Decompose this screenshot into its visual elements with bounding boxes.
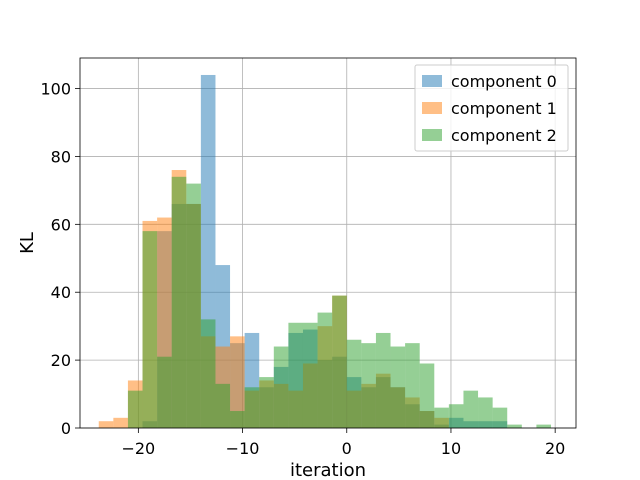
bar	[507, 424, 522, 428]
x-tick-label: −20	[121, 439, 155, 458]
bar	[230, 411, 245, 428]
y-tick-label: 0	[61, 419, 71, 438]
y-tick-label: 60	[51, 215, 71, 234]
x-tick-label: 0	[342, 439, 352, 458]
bar	[259, 377, 274, 428]
bar	[171, 176, 187, 428]
bar	[230, 336, 245, 428]
bar	[98, 421, 114, 428]
legend-entry: component 1	[451, 99, 557, 118]
bar	[302, 322, 318, 428]
legend-swatch	[422, 102, 442, 114]
y-axis-label: KL	[17, 232, 38, 254]
y-tick-label: 20	[51, 351, 71, 370]
bar	[142, 231, 158, 428]
bar	[113, 417, 128, 428]
legend-box	[414, 64, 569, 152]
bar	[375, 332, 391, 428]
bar	[434, 407, 449, 428]
bar	[200, 319, 216, 428]
bar	[273, 346, 289, 428]
bar	[536, 424, 551, 428]
bar	[244, 387, 260, 428]
bar	[215, 383, 231, 428]
bar	[478, 397, 493, 428]
bar	[361, 343, 376, 428]
x-tick-label: 10	[441, 439, 461, 458]
legend-swatch	[422, 75, 442, 87]
bar	[463, 390, 479, 428]
y-tick-label: 40	[51, 283, 71, 302]
legend-entry: component 0	[451, 72, 557, 91]
bar	[492, 407, 508, 428]
bar	[332, 295, 347, 428]
axis-ticks: −20 −10 0 10 20 0 20 40 60 80 100	[40, 80, 565, 458]
bar	[390, 346, 406, 428]
bar	[346, 339, 362, 428]
bar	[288, 322, 303, 428]
y-tick-label: 80	[51, 147, 71, 166]
bar	[317, 312, 333, 428]
legend: component 0 component 1 component 2	[414, 64, 569, 152]
legend-entry: component 2	[451, 126, 557, 145]
bar	[127, 390, 143, 428]
bar	[448, 404, 464, 428]
legend-swatch	[422, 129, 442, 141]
y-tick-label: 100	[40, 80, 71, 99]
plot-frame	[79, 57, 577, 429]
bar	[405, 343, 420, 428]
bar	[186, 183, 201, 428]
bar	[157, 356, 172, 428]
x-tick-label: −10	[226, 439, 260, 458]
x-axis-label: iteration	[290, 460, 366, 480]
histogram-bars	[98, 74, 551, 429]
series-2-bars	[127, 176, 551, 428]
x-tick-label: 20	[545, 439, 565, 458]
bar	[419, 363, 435, 428]
